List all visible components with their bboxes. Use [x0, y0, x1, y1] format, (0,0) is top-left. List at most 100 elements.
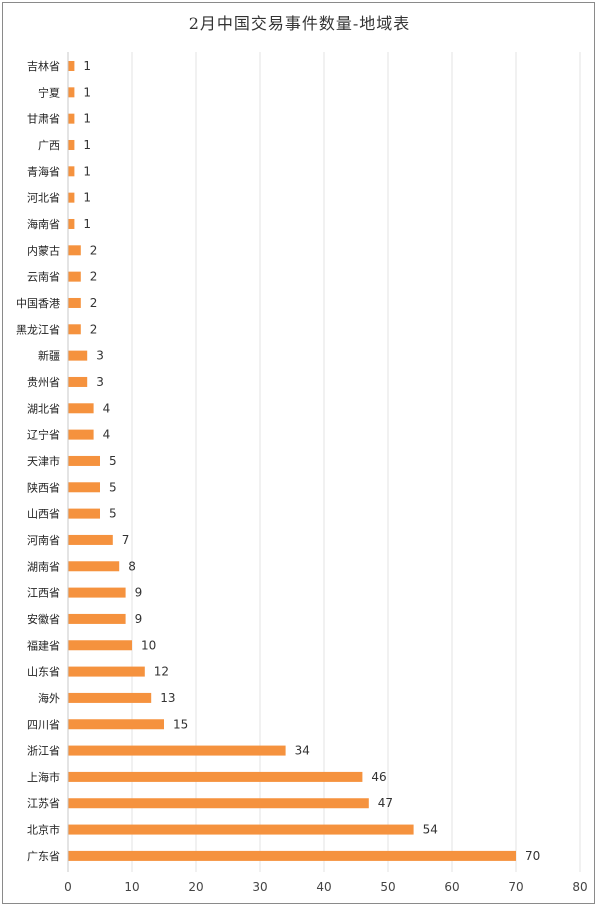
bar [68, 798, 369, 809]
value-label: 5 [109, 454, 117, 468]
bar [68, 113, 75, 124]
value-label: 1 [83, 164, 91, 178]
gridlines [67, 52, 581, 872]
bar [68, 455, 100, 466]
category-label: 青海省 [27, 164, 60, 178]
bar [68, 745, 286, 756]
category-label: 天津市 [27, 454, 60, 468]
bar [68, 508, 100, 519]
value-label: 10 [141, 638, 156, 652]
category-label: 安徽省 [27, 612, 60, 626]
bar [68, 824, 414, 835]
bar [68, 482, 100, 493]
value-label: 1 [83, 138, 91, 152]
category-label: 海外 [38, 691, 60, 705]
value-label: 3 [96, 349, 104, 363]
value-label: 70 [525, 849, 540, 863]
bar [68, 166, 75, 177]
category-label: 中国香港 [16, 297, 60, 310]
bars [68, 61, 516, 861]
x-tick-label: 30 [252, 880, 267, 894]
chart-title: 2月中国交易事件数量-地域表 [188, 14, 411, 33]
bar [68, 613, 126, 624]
x-tick-label: 70 [508, 880, 523, 894]
category-label: 海南省 [27, 217, 60, 231]
bar [68, 376, 88, 387]
value-label: 12 [154, 665, 169, 679]
bar [68, 719, 164, 730]
category-label: 贵州省 [27, 376, 60, 389]
category-label: 云南省 [27, 271, 60, 284]
value-label: 1 [83, 191, 91, 205]
category-label: 浙江省 [27, 745, 60, 758]
category-label: 北京市 [27, 823, 60, 837]
value-label: 8 [128, 559, 136, 573]
x-tick-label: 10 [124, 880, 139, 894]
category-label: 河南省 [27, 534, 60, 547]
category-label: 河北省 [27, 192, 60, 205]
value-label: 5 [109, 480, 117, 494]
x-tick-label: 20 [188, 880, 203, 894]
category-label: 新疆 [38, 349, 60, 363]
category-label: 甘肃省 [27, 113, 60, 126]
category-label: 陕西省 [27, 480, 60, 494]
category-label: 江苏省 [27, 797, 60, 810]
category-label: 湖北省 [27, 402, 60, 415]
value-label: 7 [122, 533, 130, 547]
x-tick-label: 0 [64, 880, 72, 894]
x-tick-label: 40 [316, 880, 331, 894]
category-label: 宁夏 [38, 85, 60, 99]
category-label: 福建省 [27, 638, 60, 652]
value-label: 34 [295, 744, 310, 758]
x-tick-label: 60 [444, 880, 459, 894]
bar [68, 587, 126, 598]
bar [68, 271, 81, 282]
bar [68, 534, 113, 545]
value-label: 15 [173, 717, 188, 731]
category-label: 江西省 [27, 587, 60, 600]
bar [68, 640, 132, 651]
bar [68, 771, 363, 782]
bar [68, 403, 94, 414]
category-label: 上海市 [27, 770, 60, 784]
x-axis-ticks: 0 10 20 30 40 50 60 70 80 [64, 880, 587, 894]
value-label: 4 [103, 401, 111, 415]
value-label: 2 [90, 243, 98, 257]
bar [68, 666, 145, 677]
bar [68, 429, 94, 440]
bar [68, 218, 75, 229]
bar [68, 61, 75, 71]
value-label: 46 [371, 770, 386, 784]
value-label: 1 [83, 85, 91, 99]
bar [68, 245, 81, 256]
value-label: 54 [423, 823, 438, 837]
bar [68, 850, 516, 861]
category-label: 广东省 [27, 850, 60, 863]
bar [68, 192, 75, 203]
bar [68, 139, 75, 150]
category-labels: 吉林省宁夏甘肃省广西青海省河北省海南省内蒙古云南省中国香港黑龙江省新疆贵州省湖北… [16, 59, 60, 863]
bar [68, 297, 81, 308]
x-tick-label: 80 [572, 880, 587, 894]
value-label: 13 [160, 691, 175, 705]
category-label: 湖南省 [27, 560, 60, 573]
value-label: 2 [90, 270, 98, 284]
value-label: 5 [109, 507, 117, 521]
bar [68, 692, 152, 703]
bar [68, 561, 120, 572]
value-label: 9 [135, 586, 143, 600]
value-label: 1 [83, 112, 91, 126]
bar [68, 87, 75, 98]
category-label: 广西 [38, 139, 60, 152]
category-label: 山东省 [27, 666, 60, 679]
bar [68, 324, 81, 335]
value-label: 2 [90, 322, 98, 336]
category-label: 吉林省 [27, 59, 60, 73]
category-label: 内蒙古 [27, 243, 60, 257]
category-label: 山西省 [27, 508, 60, 521]
x-tick-label: 50 [380, 880, 395, 894]
value-label: 2 [90, 296, 98, 310]
category-label: 黑龙江省 [16, 323, 60, 336]
